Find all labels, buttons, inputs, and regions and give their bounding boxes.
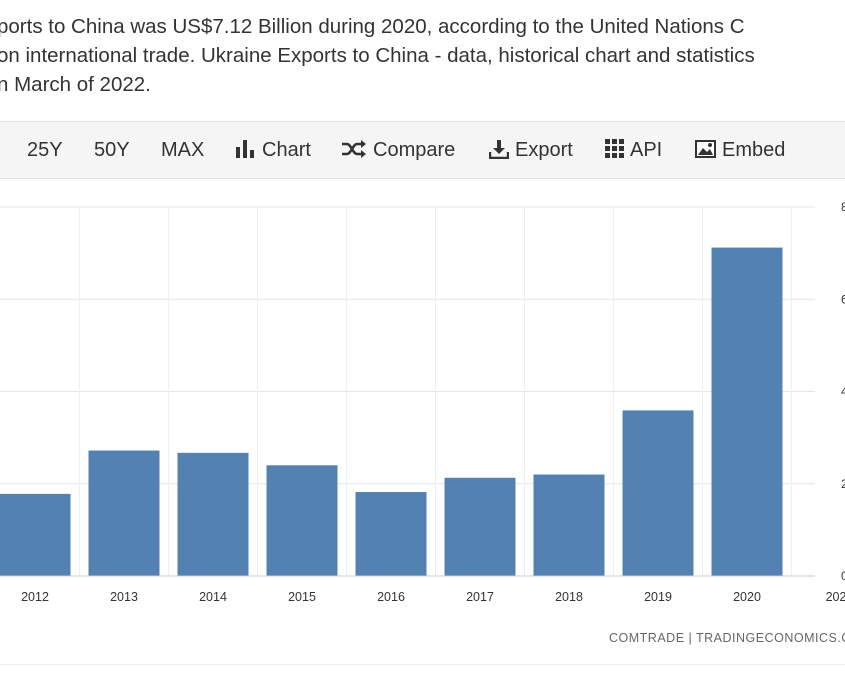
bar-2019[interactable]: [622, 410, 694, 576]
x-tick-label: 2014: [199, 590, 227, 604]
y-tick-label: 8: [841, 200, 845, 214]
api-label: API: [630, 139, 663, 161]
chart-type-button[interactable]: Chart: [236, 122, 311, 178]
api-button[interactable]: API: [605, 122, 662, 178]
x-tick-label: 2015: [288, 590, 316, 604]
x-tick-label: 2020: [733, 590, 761, 604]
embed-label: Embed: [722, 139, 786, 161]
bar-2015[interactable]: [266, 465, 338, 576]
intro-line-3: n March of 2022.: [0, 73, 151, 96]
x-tick-label: 2018: [555, 590, 583, 604]
embed-button[interactable]: Embed: [695, 122, 785, 178]
intro-text: ports to China was US$7.12 Billion durin…: [0, 12, 845, 99]
x-tick-label: 2013: [110, 590, 138, 604]
intro-line-2: on international trade. Ukraine Exports …: [0, 44, 755, 67]
export-button[interactable]: Export: [488, 122, 573, 178]
y-tick-label: 0: [841, 569, 845, 583]
chart-toolbar: 25Y 50Y MAX Chart Compare Export API: [0, 121, 845, 179]
image-icon: [695, 139, 716, 158]
shuffle-icon: [342, 139, 366, 158]
compare-label: Compare: [373, 139, 456, 161]
range-50y-button[interactable]: 50Y: [94, 139, 130, 161]
bar-2017[interactable]: [444, 477, 516, 576]
bar-chart-icon: [236, 139, 254, 158]
chart-type-label: Chart: [262, 139, 311, 161]
bar-2013[interactable]: [88, 450, 160, 576]
y-tick-label: 2: [841, 477, 845, 491]
x-tick-label: 202: [826, 590, 845, 604]
x-tick-label: 2017: [466, 590, 494, 604]
divider: [0, 664, 845, 665]
source-credit[interactable]: COMTRADE | TRADINGECONOMICS.C: [609, 631, 845, 645]
compare-button[interactable]: Compare: [341, 122, 455, 178]
bar-2016[interactable]: [355, 492, 427, 576]
y-tick-label: 6: [841, 292, 845, 306]
y-tick-label: 4: [841, 385, 845, 399]
bar-2012[interactable]: [0, 493, 71, 576]
intro-line-1: ports to China was US$7.12 Billion durin…: [0, 15, 745, 38]
x-tick-label: 2016: [377, 590, 405, 604]
range-max-button[interactable]: MAX: [161, 139, 205, 161]
chart-area: 0 2 4 6 8 2012 2013 2014 2015 2016 2017 2018 2019 202…: [0, 180, 845, 620]
bar-chart: 0 2 4 6 8 2012 2013 2014 2015 2016 2017 2018 2019 202…: [0, 200, 845, 604]
x-tick-label: 2012: [21, 590, 49, 604]
download-icon: [488, 139, 510, 159]
bar-2018[interactable]: [533, 474, 605, 576]
range-25y-button[interactable]: 25Y: [27, 139, 63, 161]
grid-icon: [605, 139, 624, 159]
export-label: Export: [515, 139, 573, 161]
bar-2020[interactable]: [711, 247, 783, 576]
bar-2014[interactable]: [177, 452, 249, 576]
x-tick-label: 2019: [644, 590, 672, 604]
